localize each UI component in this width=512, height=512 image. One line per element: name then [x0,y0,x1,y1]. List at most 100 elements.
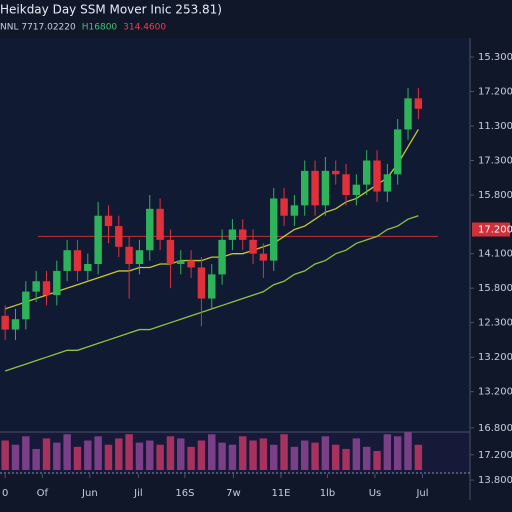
candle-body [1,315,9,330]
volume-bar [290,446,299,470]
volume-bar [22,436,30,470]
x-tick-label: Jul [415,488,428,499]
volume-bar [156,444,164,470]
candle-body [331,170,340,175]
volume-bar [42,438,51,470]
volume-bar [63,434,71,470]
candle-body [187,260,195,268]
volume-bar [249,440,257,470]
volume-bar [301,440,309,470]
candle-body [73,250,82,271]
volume-bar [270,444,278,470]
volume-bar [94,436,102,470]
moving-average [4,129,419,310]
candle-body [311,170,319,206]
candle-body [280,198,288,216]
candle-body [146,208,154,251]
candle-body [383,174,392,192]
candle-body [414,98,423,109]
y-tick-label: 14.100 [478,249,512,260]
volume-bar [125,434,133,470]
candle-body [166,239,175,265]
x-tick-label: Of [37,488,49,499]
stat: H16800 [82,23,118,33]
x-tick-label: 7w [226,488,241,499]
x-tick-label: Jil [133,488,143,499]
volume-bar [73,446,82,470]
volume-bar [84,440,92,470]
volume-bar [115,438,123,470]
candle-body [42,281,51,296]
candle-body [177,260,185,265]
volume-bar [311,442,319,470]
candle-body [259,253,268,261]
x-tick-label: 16S [175,488,194,499]
candle-body [125,246,133,265]
candle-body [270,198,278,261]
volume-bar [362,446,371,470]
volume-bar [259,438,268,470]
volume-bar [135,442,144,470]
candle-body [94,215,102,265]
candle-body [342,174,350,196]
candle-body [352,184,361,196]
volume-tick-label: 16.800 [478,423,512,434]
volume-bar [197,440,206,470]
price-marker [472,222,510,237]
candle-body [208,274,216,299]
volume-bar [393,436,402,470]
x-tick-label: 11E [271,488,290,499]
candle-body [63,250,71,271]
volume-bar [331,444,340,470]
y-tick-label: 17.300 [478,156,512,167]
x-tick-label: Jun [81,488,98,499]
y-tick-label: 12.300 [478,318,512,329]
candle-body [239,229,247,240]
candle-body [218,239,226,275]
y-tick-label: 15.300 [478,52,512,63]
candle-body [373,160,381,192]
volume-bar [404,432,412,470]
volume-bar [11,444,20,470]
volume-tick-label: 13.800 [478,475,512,486]
x-tick-label: 0 [2,488,8,499]
volume-bar [177,438,185,470]
candle-body [362,160,371,185]
candle-body [393,129,402,175]
volume-bar [239,436,247,470]
volume-bar [218,442,226,470]
chart-title: Heikday Day SSM Mover Inic 253.81) [0,3,222,17]
stat: 314.4600 [123,23,166,33]
candle-body [228,229,237,240]
stat: NNL 7717.02220 [0,23,76,33]
volume-bar [414,444,423,470]
candle-body [156,208,164,240]
y-tick-label: 15.800 [478,283,512,294]
volume-bar [146,440,154,470]
x-tick-label: 1lb [320,488,336,499]
candle-body [11,319,20,330]
volume-bar [104,444,113,470]
volume-bar [166,436,175,470]
y-tick-label: 17.200 [478,86,512,97]
y-tick-label: 11.300 [478,121,512,132]
volume-bar [32,448,40,470]
volume-bar [321,436,330,470]
volume-bar [1,440,9,470]
y-tick-label: 13.200 [478,352,512,363]
candle-body [135,250,144,265]
volume-bar [383,434,392,470]
candle-body [104,215,113,227]
candle-body [32,281,40,292]
candle-body [301,170,309,206]
volume-bar [373,451,381,470]
candle-body [53,270,61,296]
y-tick-label: 13.200 [478,387,512,398]
candle-body [84,264,92,271]
volume-bar [280,434,288,470]
volume-bar [342,448,350,470]
volume-bar [53,442,61,470]
candle-body [249,239,257,254]
